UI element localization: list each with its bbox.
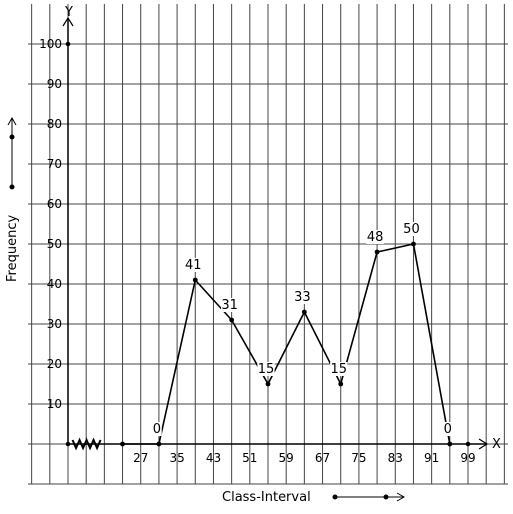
- x-axis-end-point: [465, 441, 471, 447]
- x-tick-label: 51: [242, 451, 257, 465]
- data-label: 48: [367, 230, 384, 245]
- data-point: [265, 381, 271, 387]
- data-label-bg: [330, 362, 348, 376]
- y-tick-label: 60: [47, 197, 62, 211]
- grid: [28, 4, 508, 485]
- y-axis-arrowhead: [62, 16, 74, 27]
- y-tick-label: 40: [47, 277, 62, 291]
- series-line: [122, 243, 451, 445]
- data-point: [338, 381, 344, 387]
- x-axis-title: Class-Interval: [222, 490, 311, 505]
- data-point: [301, 309, 307, 315]
- y-tick-label: 10: [47, 397, 62, 411]
- x-tick-label: 27: [133, 451, 148, 465]
- data-label-bg: [184, 258, 202, 272]
- y-tick-label: 50: [47, 237, 62, 251]
- y-tick-label: 70: [47, 157, 62, 171]
- y-axis-title: Frequency: [5, 215, 20, 282]
- data-point: [192, 277, 198, 283]
- x-axis-break-zigzag: [71, 437, 102, 451]
- x-tick-label: 43: [206, 451, 221, 465]
- x-tick-label: 75: [351, 451, 366, 465]
- y-tick-label: 20: [47, 357, 62, 371]
- data-label-bg: [402, 222, 421, 236]
- x-tick-label: 91: [424, 451, 439, 465]
- origin-point: [65, 441, 71, 447]
- x-tick-label: 67: [315, 451, 330, 465]
- data-labels: 0 41 31 15 33 15 48 50 0: [152, 222, 453, 437]
- data-label-bg: [257, 362, 275, 376]
- data-label: 31: [221, 298, 238, 313]
- y-tick-label: 90: [47, 77, 62, 91]
- data-label-bg: [293, 290, 311, 304]
- y-axis-top-point: [65, 41, 71, 47]
- data-label-bg: [221, 298, 239, 312]
- data-point: [374, 249, 380, 255]
- data-label: 33: [294, 290, 311, 305]
- data-point: [229, 317, 235, 323]
- y-tick-label: 30: [47, 317, 62, 331]
- data-point: [120, 441, 125, 447]
- x-tick-label: 59: [279, 451, 294, 465]
- data-label: 0: [444, 422, 452, 437]
- data-label: 50: [403, 222, 420, 237]
- y-tick-label: 80: [47, 117, 62, 131]
- data-point: [447, 441, 453, 447]
- data-point: [411, 241, 416, 247]
- data-label-bg: [366, 230, 384, 244]
- tick-labels: 27 35 43 51 59 67 75 83 91 99 10 20 30 40 50 60 70 80 90 10…: [39, 37, 476, 465]
- x-tick-label: 35: [169, 451, 184, 465]
- y-tick-label: 100: [39, 37, 62, 51]
- data-label-bg: [443, 422, 453, 436]
- x-axis-letter: X: [492, 437, 501, 452]
- series: [120, 241, 453, 447]
- data-label: 15: [330, 362, 347, 377]
- y-title-arrow: [7, 116, 17, 190]
- x-tick-label: 99: [460, 451, 475, 465]
- x-axis-arrowhead: [478, 438, 489, 450]
- data-label-bg: [152, 422, 162, 436]
- data-label: 0: [153, 422, 161, 437]
- data-point: [156, 441, 162, 447]
- axes: [62, 16, 489, 451]
- data-label: 15: [258, 362, 275, 377]
- x-title-arrow: [332, 492, 406, 502]
- data-label: 41: [185, 258, 202, 273]
- x-tick-label: 83: [388, 451, 403, 465]
- y-axis-letter: Y: [64, 5, 73, 20]
